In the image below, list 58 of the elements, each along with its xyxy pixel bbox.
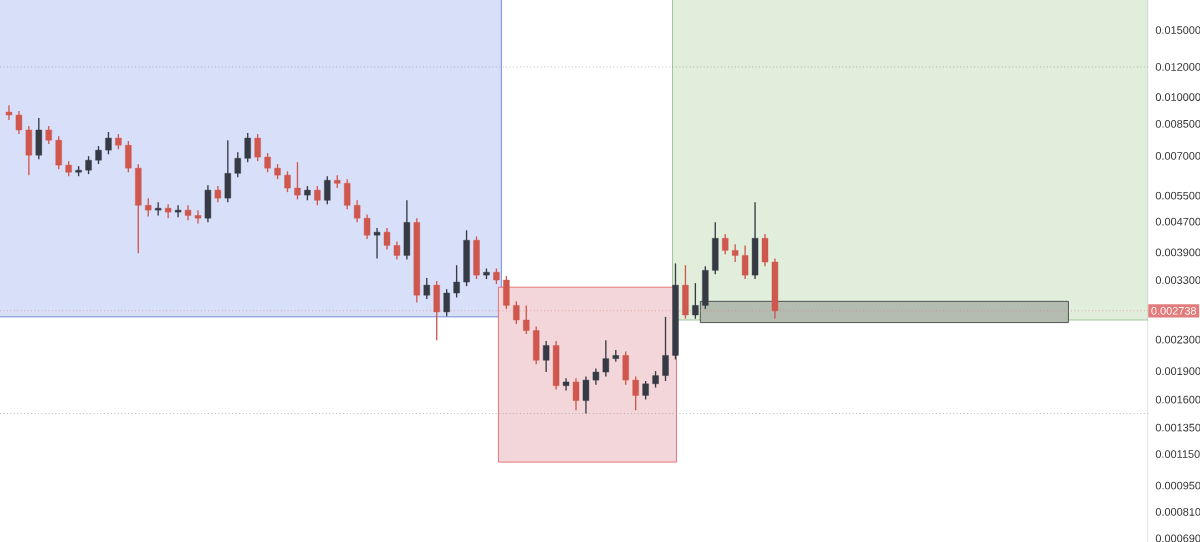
y-tick-label: 0.001900 (1155, 367, 1200, 376)
candlestick (344, 178, 351, 210)
candlestick (145, 197, 152, 218)
candlestick (572, 377, 580, 411)
candlestick (513, 300, 520, 325)
candlestick (731, 243, 739, 263)
y-tick-label: 0.000950 (1155, 481, 1200, 490)
candlestick (383, 227, 391, 251)
candlestick (174, 204, 182, 218)
y-tick-label: 0.004700 (1155, 217, 1200, 226)
candlestick (5, 104, 13, 121)
candlestick (284, 170, 291, 193)
candlestick (95, 145, 102, 165)
candlestick (353, 199, 361, 224)
candlestick (254, 133, 261, 162)
candlestick (582, 375, 590, 415)
candlestick (373, 227, 381, 260)
candlestick (194, 209, 202, 225)
y-tick-label: 0.003900 (1155, 248, 1200, 257)
candlestick (244, 132, 251, 163)
candlestick (443, 288, 450, 317)
candlestick (125, 140, 132, 173)
candlestick (45, 125, 52, 145)
candlestick (722, 233, 729, 255)
y-tick-label: 0.001350 (1155, 423, 1200, 432)
y-tick-label: 0.015000 (1155, 26, 1200, 34)
candlestick (523, 304, 530, 335)
y-tick-label: 0.002300 (1155, 335, 1200, 344)
y-tick-label: 0.012000 (1155, 63, 1200, 71)
candlestick (662, 316, 669, 382)
candlestick (562, 377, 570, 392)
candlestick (741, 244, 749, 280)
candlestick (105, 131, 112, 155)
candlestick (324, 175, 331, 206)
candlestick (542, 340, 550, 373)
y-tick-label: 0.001600 (1155, 395, 1200, 404)
y-tick-label: 0.001150 (1155, 450, 1200, 458)
y-tick-label: 0.003300 (1155, 276, 1200, 284)
candlestick (423, 277, 430, 300)
candlestick (602, 339, 610, 378)
candlestick (15, 110, 23, 135)
candlestick (164, 203, 172, 219)
y-tick-label: 0.000810 (1155, 508, 1200, 516)
candlestick (234, 151, 241, 178)
candlestick (363, 213, 371, 240)
candlestick (264, 152, 271, 173)
candlestick (294, 161, 301, 201)
candlestick (314, 185, 321, 206)
ref-line-label: 0.002738 (1151, 306, 1197, 315)
y-tick-label: 0.008500 (1155, 119, 1200, 128)
candlestick (632, 375, 639, 411)
candlestick (453, 264, 460, 299)
y-tick-label: 0.007000 (1155, 152, 1200, 160)
candlestick (642, 380, 649, 401)
y-tick-label: 0.010000 (1155, 93, 1200, 101)
y-tick-label: 0.000690 (1155, 534, 1200, 542)
y-tick-label: 0.005500 (1155, 191, 1200, 200)
candlestick (761, 233, 769, 267)
